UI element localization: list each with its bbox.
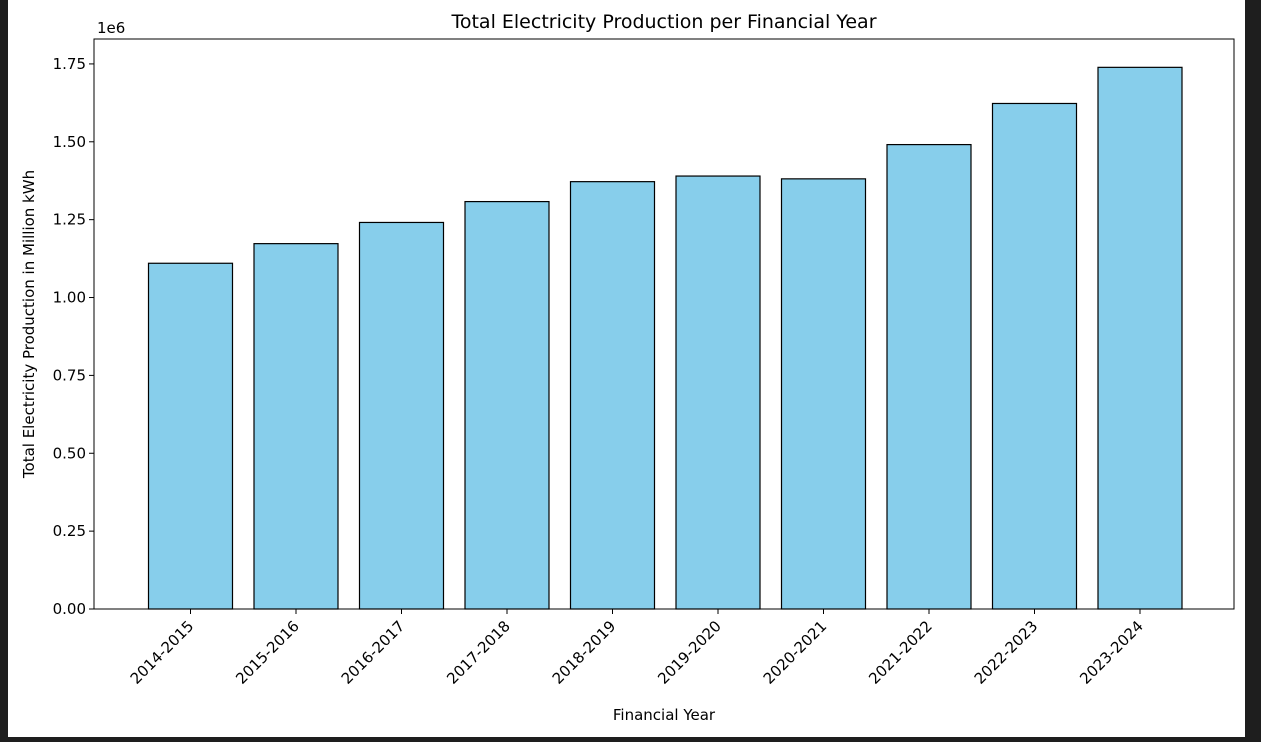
bar-2014-2015 [147, 262, 234, 610]
y-tick-label: 1.75 [53, 55, 86, 73]
chart-frame: 0.00 0.25 0.50 0.75 1.00 1.25 1.50 1.75 2014-20… [8, 0, 1245, 737]
y-tick-label: 1.25 [53, 211, 86, 229]
x-tick-label: 2022-2023 [971, 617, 1042, 688]
x-tick-label: 2014-2015 [127, 617, 198, 688]
x-tick-label: 2016-2017 [338, 617, 409, 688]
y-tick-label: 0.50 [53, 444, 86, 462]
bar-2017-2018 [464, 200, 550, 610]
bar-2021-2022 [886, 143, 972, 610]
bar-2016-2017 [358, 221, 445, 610]
plot-border [93, 38, 1235, 610]
x-tick-label: 2021-2022 [865, 617, 936, 688]
y-tick-label: 1.50 [53, 133, 86, 151]
y-tick-label: 0.00 [53, 600, 86, 618]
bar-2015-2016 [253, 243, 339, 610]
x-axis: 2014-2015 2015-2016 2016-2017 2017-2018 2018… [127, 609, 1147, 688]
x-axis-label: Financial Year [613, 706, 716, 724]
y-tick-label: 0.25 [53, 522, 86, 540]
bar-chart: 0.00 0.25 0.50 0.75 1.00 1.25 1.50 1.75 2014-20… [20, 11, 1235, 724]
bars-group [147, 66, 1183, 610]
bar-2018-2019 [569, 181, 656, 610]
x-tick-label: 2019-2020 [654, 617, 725, 688]
y-tick-label: 1.00 [53, 289, 86, 307]
chart-title: Total Electricity Production per Financi… [450, 11, 876, 33]
x-tick-label: 2015-2016 [232, 617, 303, 688]
x-tick-label: 2018-2019 [549, 617, 620, 688]
x-tick-label: 2020-2021 [760, 617, 831, 688]
x-tick-label: 2017-2018 [443, 617, 514, 688]
y-axis-label: Total Electricity Production in Million … [20, 170, 38, 479]
bar-2019-2020 [675, 175, 761, 610]
bar-2023-2024 [1097, 66, 1183, 610]
bar-2022-2023 [991, 102, 1078, 610]
y-offset-label: 1e6 [97, 19, 125, 37]
y-tick-label: 0.75 [53, 366, 86, 384]
bar-2020-2021 [780, 178, 867, 610]
x-tick-label: 2023-2024 [1076, 617, 1147, 688]
y-axis: 0.00 0.25 0.50 0.75 1.00 1.25 1.50 1.75 [53, 55, 94, 618]
